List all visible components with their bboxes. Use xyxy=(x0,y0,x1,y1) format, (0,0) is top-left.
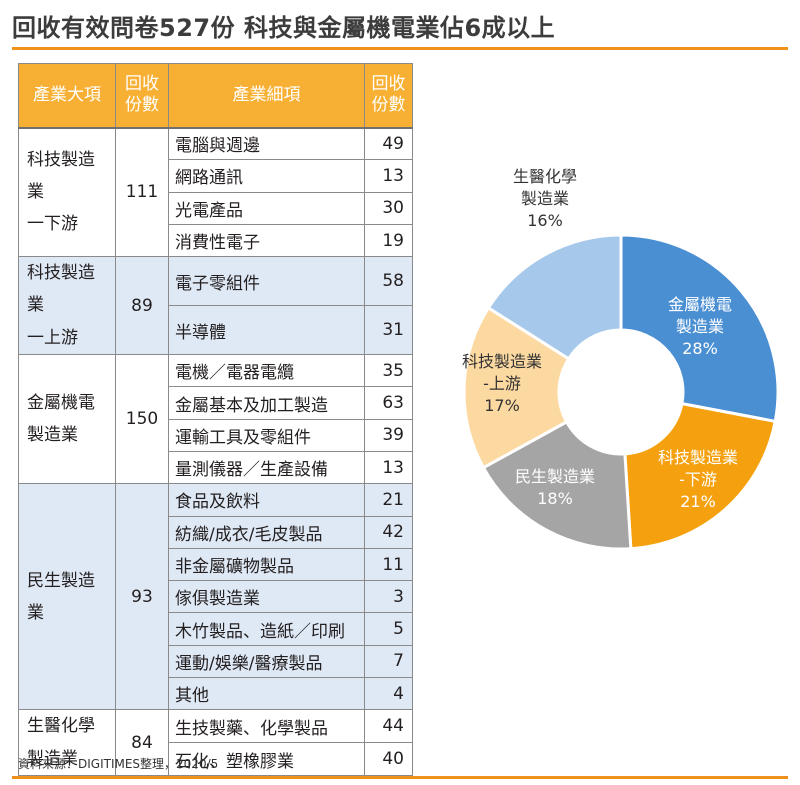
sub-industry-name: 電腦與週邊 xyxy=(168,126,365,161)
table-row: 木竹製品、造紙／印刷 5 xyxy=(19,612,413,646)
table-row: 其他 4 xyxy=(19,677,413,711)
sub-industry-count: 39 xyxy=(364,418,413,452)
bottom-divider xyxy=(12,776,788,779)
donut-slice xyxy=(481,419,633,551)
table-row: 石化、塑橡膠業 40 xyxy=(19,742,413,776)
sub-industry-count: 4 xyxy=(364,677,413,711)
slice-label: 金屬機電製造業 28% xyxy=(668,295,732,358)
sub-industry-count: 42 xyxy=(364,515,413,549)
sub-industry-count: 44 xyxy=(364,709,413,744)
sub-industry-name: 生技製藥、化學製品 xyxy=(168,709,365,744)
donut-slice xyxy=(486,233,623,361)
sub-industry-count: 7 xyxy=(364,644,413,679)
table-row: 半導體 31 xyxy=(19,305,413,356)
sub-industry-count: 35 xyxy=(364,354,413,388)
sub-industry-count: 40 xyxy=(364,742,413,776)
sub-industry-name: 電子零組件 xyxy=(168,256,365,307)
industry-count: 150 xyxy=(115,354,169,485)
table-row: 消費性電子 19 xyxy=(19,223,413,258)
industry-name: 科技製造業 一上游 xyxy=(18,256,116,356)
sub-industry-count: 5 xyxy=(364,612,413,646)
industry-count: 89 xyxy=(115,256,169,356)
sub-industry-count: 19 xyxy=(364,223,413,258)
sub-industry-name: 紡織/成衣/毛皮製品 xyxy=(168,515,365,549)
industry-name: 民生製造業 xyxy=(18,483,116,711)
industry-count: 93 xyxy=(115,483,169,711)
sub-industry-name: 食品及飲料 xyxy=(168,483,365,517)
slice-label: 科技製造業-上游 17% xyxy=(462,352,542,415)
table-row: 科技製造業 一上游 89 電子零組件 58 xyxy=(18,256,413,356)
header-sub-count: 回收 份數 xyxy=(364,63,413,128)
page-title: 回收有效問卷527份 科技與金屬機電業佔6成以上 xyxy=(12,14,556,42)
industry-count: 111 xyxy=(115,126,169,258)
industry-name: 金屬機電 製造業 xyxy=(18,354,116,485)
header-sub: 產業細項 xyxy=(168,63,365,128)
header-count-text: 回收 份數 xyxy=(125,74,159,116)
header-sub-count-text: 回收 份數 xyxy=(371,74,406,116)
donut-slice xyxy=(623,401,777,551)
sub-industry-name: 傢俱製造業 xyxy=(168,580,365,614)
industry-name: 生醫化學 製造業 xyxy=(18,709,116,776)
donut-slice xyxy=(619,233,780,424)
table-row: 網路通訊 13 xyxy=(19,159,413,193)
industry-name: 科技製造業 一下游 xyxy=(18,126,116,258)
sub-industry-count: 11 xyxy=(364,547,413,582)
table-header-row: 產業大項 回收 份數 產業細項 回收 份數 xyxy=(18,63,413,128)
sub-industry-name: 石化、塑橡膠業 xyxy=(168,742,365,776)
slice-label: 生醫化學製造業 16% xyxy=(513,167,577,230)
sub-industry-name: 消費性電子 xyxy=(168,223,365,258)
survey-table: 產業大項 回收 份數 產業細項 回收 份數 科技製造業 一下游 111 電腦與週邊 4… xyxy=(18,63,413,776)
table-row: 生醫化學 製造業 84 生技製藥、化學製品 44 xyxy=(18,709,413,776)
sub-industry-name: 網路通訊 xyxy=(168,159,365,193)
table-row: 民生製造業 93 食品及飲料 21 xyxy=(18,483,413,711)
sub-industry-name: 量測儀器／生產設備 xyxy=(168,450,365,485)
donut-slice xyxy=(462,305,571,470)
table-row: 紡織/成衣/毛皮製品 42 xyxy=(19,515,413,549)
sub-industry-name: 非金屬礦物製品 xyxy=(168,547,365,582)
slice-label: 科技製造業-下游 21% xyxy=(658,448,738,511)
table-body: 科技製造業 一下游 111 電腦與週邊 49 網路通訊 13 光電產品 30 消費性電子 19 科技… xyxy=(18,126,413,776)
sub-industry-name: 其他 xyxy=(168,677,365,711)
source-note: 資料來源：DIGITIMES整理，2020/5 xyxy=(18,757,219,771)
header-industry: 產業大項 xyxy=(18,63,116,128)
table-row: 運輸工具及零組件 39 xyxy=(19,418,413,452)
sub-industry-count: 21 xyxy=(364,483,413,517)
table-row: 傢俱製造業 3 xyxy=(19,580,413,614)
header-count: 回收 份數 xyxy=(115,63,169,128)
table-row: 科技製造業 一下游 111 電腦與週邊 49 xyxy=(18,126,413,258)
table-row: 運動/娛樂/醫療製品 7 xyxy=(19,644,413,679)
slice-label: 民生製造業 18% xyxy=(515,467,595,508)
sub-industry-name: 運輸工具及零組件 xyxy=(168,418,365,452)
sub-industry-count: 31 xyxy=(364,305,413,356)
sub-industry-count: 58 xyxy=(364,256,413,307)
sub-industry-name: 木竹製品、造紙／印刷 xyxy=(168,612,365,646)
title-divider xyxy=(12,47,788,50)
table-row: 量測儀器／生產設備 13 xyxy=(19,450,413,485)
table-row: 非金屬礦物製品 11 xyxy=(19,547,413,582)
sub-industry-name: 半導體 xyxy=(168,305,365,356)
